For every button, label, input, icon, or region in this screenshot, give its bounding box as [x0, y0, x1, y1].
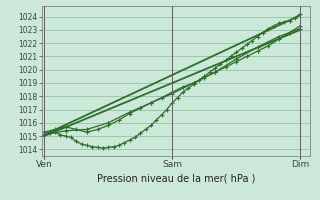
X-axis label: Pression niveau de la mer( hPa ): Pression niveau de la mer( hPa ) [97, 173, 255, 183]
